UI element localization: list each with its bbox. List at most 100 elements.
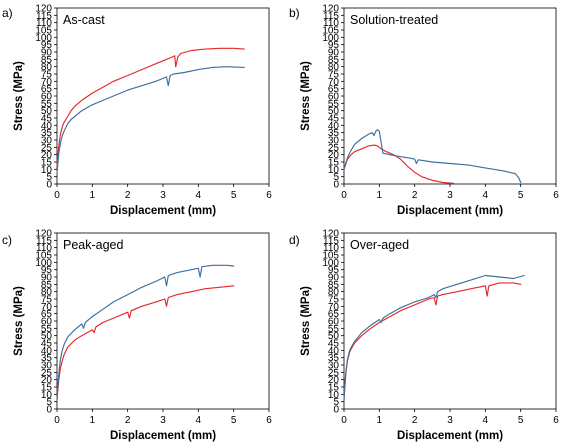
series-line-red — [56, 285, 235, 401]
y-tick-label: 45 — [41, 114, 53, 125]
x-tick-label: 3 — [160, 415, 166, 426]
y-axis-label: Stress (MPa) — [13, 286, 25, 356]
y-tick-label: 120 — [35, 4, 52, 15]
x-tick-label: 5 — [518, 415, 524, 426]
y-tick-label: 60 — [328, 92, 340, 103]
y-tick-label: 45 — [41, 339, 53, 350]
x-axis-label: Displacement (mm) — [397, 430, 503, 442]
x-tick-label: 6 — [553, 415, 559, 426]
y-tick-label: 120 — [35, 229, 52, 240]
y-tick-label: 50 — [41, 106, 53, 117]
y-tick-label: 20 — [328, 375, 340, 386]
y-tick-label: 5 — [46, 397, 52, 408]
y-tick-label: 55 — [328, 324, 340, 335]
chart-panel-3: 0510152025303540455055606570758085909510… — [2, 229, 272, 443]
y-tick-label: 25 — [41, 368, 53, 379]
y-tick-label: 20 — [41, 375, 53, 386]
y-tick-label: 110 — [36, 243, 52, 254]
panel-annotation: Solution-treated — [350, 13, 438, 27]
x-tick-label: 0 — [341, 190, 347, 201]
y-tick-label: 115 — [323, 236, 339, 247]
y-tick-label: 110 — [36, 18, 52, 29]
y-tick-label: 75 — [328, 295, 340, 306]
series-line-blue — [343, 129, 522, 184]
y-tick-label: 50 — [328, 331, 340, 342]
y-tick-label: 40 — [41, 346, 53, 357]
plot-frame — [343, 232, 557, 410]
x-tick-label: 0 — [341, 415, 347, 426]
y-tick-label: 45 — [328, 114, 340, 125]
y-tick-label: 75 — [328, 70, 340, 81]
y-tick-label: 0 — [46, 180, 52, 191]
x-tick-label: 5 — [231, 190, 237, 201]
x-tick-label: 2 — [412, 415, 418, 426]
chart-panel-1: 0510152025303540455055606570758085909510… — [2, 4, 272, 218]
y-tick-label: 10 — [41, 165, 53, 176]
x-tick-label: 5 — [231, 415, 237, 426]
y-tick-label: 90 — [328, 273, 340, 284]
x-tick-label: 4 — [196, 190, 202, 201]
x-axis-label: Displacement (mm) — [397, 205, 503, 217]
y-tick-label: 45 — [328, 339, 340, 350]
y-tick-label: 100 — [322, 33, 339, 44]
y-tick-label: 100 — [35, 33, 52, 44]
x-tick-label: 4 — [483, 415, 489, 426]
y-tick-label: 100 — [35, 258, 52, 269]
y-tick-label: 90 — [328, 48, 340, 59]
y-tick-label: 85 — [328, 55, 340, 66]
y-tick-label: 85 — [41, 55, 53, 66]
y-tick-label: 60 — [41, 317, 53, 328]
x-tick-label: 3 — [447, 190, 453, 201]
y-tick-label: 80 — [41, 62, 53, 73]
series-line-red — [56, 47, 245, 167]
y-tick-label: 85 — [328, 280, 340, 291]
y-tick-label: 80 — [328, 287, 340, 298]
y-tick-label: 40 — [41, 121, 53, 132]
y-tick-label: 20 — [328, 150, 340, 161]
y-tick-label: 115 — [36, 11, 52, 22]
y-tick-label: 65 — [328, 84, 340, 95]
y-tick-label: 70 — [328, 302, 340, 313]
y-tick-label: 75 — [41, 70, 53, 81]
x-tick-label: 6 — [553, 190, 559, 201]
y-tick-label: 70 — [328, 77, 340, 88]
x-tick-label: 4 — [483, 190, 489, 201]
y-tick-label: 65 — [41, 84, 53, 95]
y-tick-label: 5 — [333, 397, 339, 408]
chart-panel-2: 0510152025303540455055606570758085909510… — [289, 4, 559, 218]
y-axis-label: Stress (MPa) — [300, 286, 312, 356]
y-tick-label: 110 — [323, 243, 339, 254]
x-tick-label: 3 — [447, 415, 453, 426]
y-tick-label: 70 — [41, 77, 53, 88]
series-line-red — [343, 144, 455, 184]
plot-frame — [56, 232, 270, 410]
y-tick-label: 0 — [333, 180, 339, 191]
y-tick-label: 10 — [328, 390, 340, 401]
y-tick-label: 55 — [41, 99, 53, 110]
y-tick-label: 30 — [41, 361, 53, 372]
y-tick-label: 115 — [323, 11, 339, 22]
y-tick-label: 25 — [328, 143, 340, 154]
x-tick-label: 0 — [54, 190, 60, 201]
y-tick-label: 50 — [41, 331, 53, 342]
x-tick-label: 1 — [377, 190, 383, 201]
y-tick-label: 30 — [328, 136, 340, 147]
x-tick-label: 5 — [518, 190, 524, 201]
x-tick-label: 0 — [54, 415, 60, 426]
y-tick-label: 95 — [328, 265, 340, 276]
y-tick-label: 110 — [323, 18, 339, 29]
y-tick-label: 55 — [328, 99, 340, 110]
y-tick-label: 80 — [328, 62, 340, 73]
y-tick-label: 105 — [322, 26, 339, 37]
y-tick-label: 40 — [328, 121, 340, 132]
y-axis-label: Stress (MPa) — [300, 61, 312, 131]
y-tick-label: 35 — [328, 353, 340, 364]
y-tick-label: 50 — [328, 106, 340, 117]
series-line-blue — [56, 264, 235, 401]
y-tick-label: 90 — [41, 273, 53, 284]
y-tick-label: 105 — [35, 251, 52, 262]
y-tick-label: 10 — [328, 165, 340, 176]
x-tick-label: 1 — [90, 190, 96, 201]
panel-letter: d) — [289, 233, 300, 247]
x-tick-label: 2 — [412, 190, 418, 201]
